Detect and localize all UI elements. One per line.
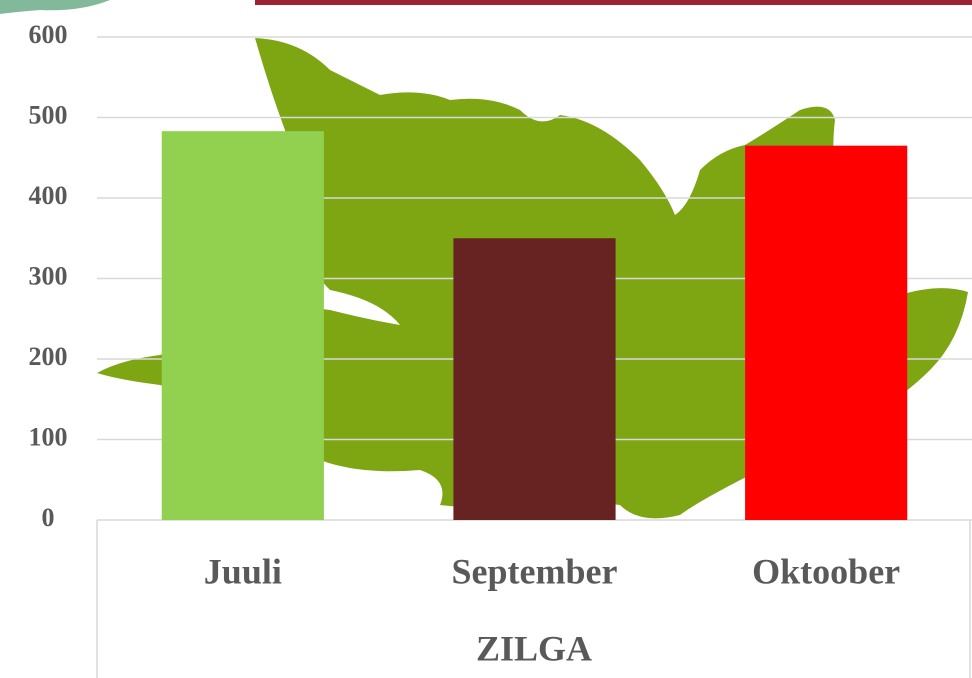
logo <box>0 0 110 14</box>
y-tick-label: 300 <box>29 261 68 290</box>
y-tick-label: 0 <box>42 503 55 532</box>
bar <box>453 238 616 520</box>
y-tick-label: 600 <box>29 20 68 49</box>
x-tick-label: September <box>452 551 618 591</box>
header-bar <box>255 0 972 5</box>
y-tick-label: 400 <box>29 181 68 210</box>
y-tick-label: 500 <box>29 100 68 129</box>
bar <box>745 145 908 521</box>
y-tick-label: 100 <box>29 422 68 451</box>
y-tick-label: 200 <box>29 342 68 371</box>
bar <box>161 131 324 520</box>
x-tick-label: Juuli <box>204 551 282 591</box>
x-axis-title: ZILGA <box>476 628 592 668</box>
x-tick-label: Oktoober <box>752 551 900 591</box>
